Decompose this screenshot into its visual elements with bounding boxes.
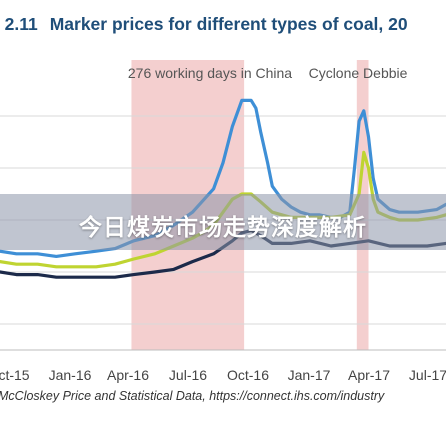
source-note: McCloskey Price and Statistical Data, ht… — [0, 389, 385, 403]
chart-title: e 2.11 Marker prices for different types … — [0, 14, 446, 35]
x-tick-label-4: Jul-16 — [169, 367, 207, 383]
x-tick-label-6: Jan-17 — [288, 367, 331, 383]
figure-number: e 2.11 — [0, 14, 38, 34]
annotation-label-1: 276 working days in China — [128, 65, 292, 81]
overlay-banner — [0, 194, 446, 250]
x-tick-label-8: Jul-17 — [409, 367, 446, 383]
x-tick-label-3: Apr-16 — [107, 367, 149, 383]
x-axis-ticks: ct-15 Jan-16 Apr-16 Jul-16 Oct-16 Jan-17 Apr-1… — [0, 367, 446, 383]
overlay-caption: 今日煤炭市场走势深度解析 — [79, 215, 367, 241]
annotation-label-2: Cyclone Debbie — [309, 65, 408, 81]
x-tick-label-2: Jan-16 — [49, 367, 92, 383]
figure-title: Marker prices for different types of coa… — [49, 14, 408, 34]
x-tick-label-7: Apr-17 — [348, 367, 390, 383]
annotations: 276 working days in China Cyclone Debbie — [128, 65, 408, 81]
x-tick-label-5: Oct-16 — [227, 367, 269, 383]
x-tick-label-1: ct-15 — [0, 367, 30, 383]
